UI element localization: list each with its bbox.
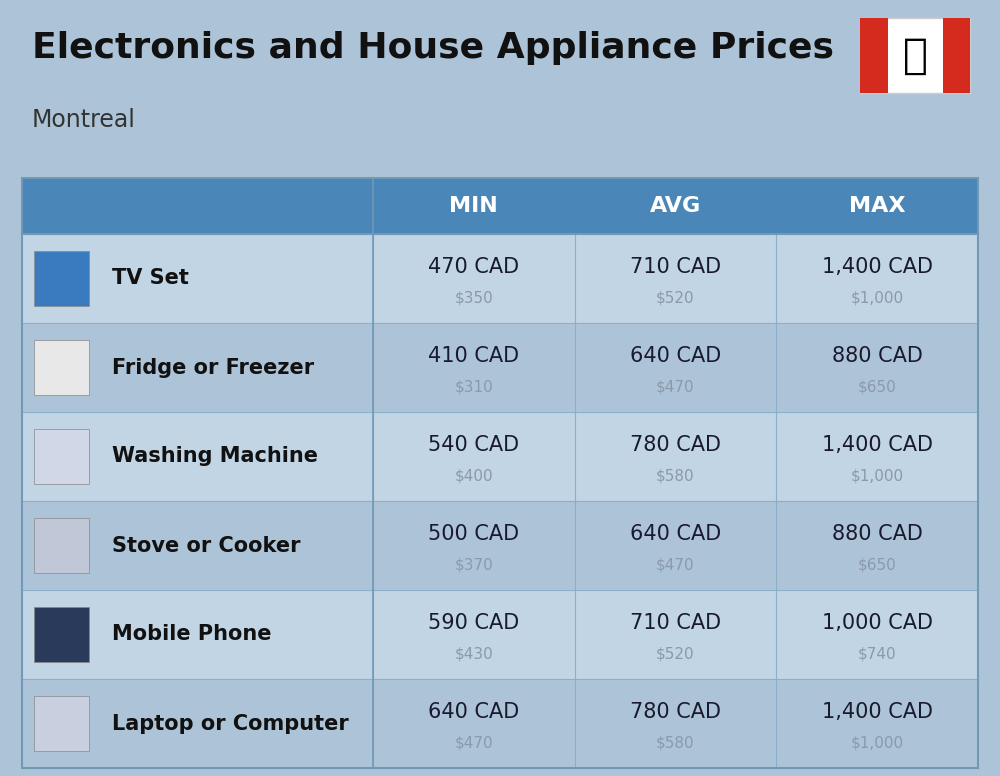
Text: 1,400 CAD: 1,400 CAD <box>822 702 933 722</box>
Text: 590 CAD: 590 CAD <box>428 613 519 633</box>
Text: Montreal: Montreal <box>32 108 136 132</box>
Bar <box>860 18 888 93</box>
Text: 🍁: 🍁 <box>902 34 928 77</box>
Text: 500 CAD: 500 CAD <box>428 524 519 544</box>
Text: $650: $650 <box>858 379 897 394</box>
Text: $1,000: $1,000 <box>851 736 904 750</box>
Text: Electronics and House Appliance Prices: Electronics and House Appliance Prices <box>32 31 834 65</box>
Text: $580: $580 <box>656 469 695 483</box>
Bar <box>34 429 89 484</box>
Bar <box>22 234 978 323</box>
Text: 880 CAD: 880 CAD <box>832 524 923 544</box>
Text: Fridge or Freezer: Fridge or Freezer <box>112 358 315 377</box>
Text: 640 CAD: 640 CAD <box>630 346 721 366</box>
Text: 470 CAD: 470 CAD <box>428 257 519 277</box>
Bar <box>22 412 978 501</box>
Text: 640 CAD: 640 CAD <box>630 524 721 544</box>
Text: 640 CAD: 640 CAD <box>428 702 519 722</box>
Bar <box>22 501 978 590</box>
Bar <box>860 18 970 93</box>
Text: $1,000: $1,000 <box>851 290 904 306</box>
Text: 1,000 CAD: 1,000 CAD <box>822 613 933 633</box>
Text: $520: $520 <box>656 290 695 306</box>
Text: 880 CAD: 880 CAD <box>832 346 923 366</box>
Bar <box>22 178 978 768</box>
Text: 1,400 CAD: 1,400 CAD <box>822 257 933 277</box>
Text: $470: $470 <box>656 558 695 573</box>
Bar <box>942 18 970 93</box>
Bar <box>34 340 89 395</box>
Text: 780 CAD: 780 CAD <box>630 702 721 722</box>
Text: $1,000: $1,000 <box>851 469 904 483</box>
Text: $430: $430 <box>454 646 493 662</box>
Text: Laptop or Computer: Laptop or Computer <box>112 713 349 733</box>
Text: $470: $470 <box>656 379 695 394</box>
Bar <box>34 518 89 573</box>
Text: $350: $350 <box>454 290 493 306</box>
Text: MIN: MIN <box>449 196 498 216</box>
Text: Stove or Cooker: Stove or Cooker <box>112 535 301 556</box>
Text: MAX: MAX <box>849 196 905 216</box>
Text: $740: $740 <box>858 646 896 662</box>
Bar <box>22 590 978 679</box>
Text: $470: $470 <box>454 736 493 750</box>
Text: $310: $310 <box>454 379 493 394</box>
Text: Washing Machine: Washing Machine <box>112 446 318 466</box>
Text: $370: $370 <box>454 558 493 573</box>
Bar <box>22 679 978 768</box>
Text: 1,400 CAD: 1,400 CAD <box>822 435 933 455</box>
Text: 780 CAD: 780 CAD <box>630 435 721 455</box>
Text: 710 CAD: 710 CAD <box>630 257 721 277</box>
Bar <box>22 323 978 412</box>
Text: $400: $400 <box>454 469 493 483</box>
Text: 540 CAD: 540 CAD <box>428 435 519 455</box>
Text: $520: $520 <box>656 646 695 662</box>
Text: AVG: AVG <box>650 196 701 216</box>
Text: $650: $650 <box>858 558 897 573</box>
Bar <box>22 178 978 234</box>
Bar <box>34 251 89 306</box>
Bar <box>34 696 89 751</box>
Text: 710 CAD: 710 CAD <box>630 613 721 633</box>
Text: $580: $580 <box>656 736 695 750</box>
Text: TV Set: TV Set <box>112 268 189 289</box>
Text: 410 CAD: 410 CAD <box>428 346 519 366</box>
Text: Mobile Phone: Mobile Phone <box>112 625 272 645</box>
Bar <box>34 607 89 662</box>
